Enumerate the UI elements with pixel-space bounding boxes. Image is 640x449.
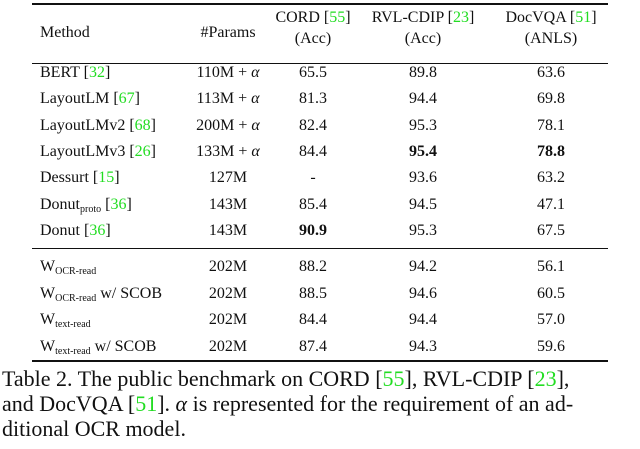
docvqa-cell: 56.1 bbox=[537, 258, 565, 276]
cord-cell: 65.5 bbox=[299, 64, 327, 82]
group-rule bbox=[32, 248, 608, 249]
params-cell: 143M bbox=[208, 195, 248, 213]
header-rule bbox=[32, 63, 608, 64]
table-row: LayoutLM [67] 113M + α 81.3 94.4 69.8 bbox=[32, 86, 608, 112]
header-method: Method bbox=[40, 24, 90, 41]
table-row: Wtext-read 202M 84.4 94.4 57.0 bbox=[32, 307, 608, 334]
group-baselines: BERT [32] 110M + α 65.5 89.8 63.6 LayoutLM [6… bbox=[32, 60, 608, 244]
table-row: LayoutLMv3 [26] 133M + α 84.4 95.4 78.8 bbox=[32, 139, 608, 165]
table-row: BERT [32] 110M + α 65.5 89.8 63.6 bbox=[32, 60, 608, 86]
table-row: Donutproto [36] 143M 85.4 94.5 47.1 bbox=[32, 191, 608, 217]
method-cell: WOCR-read bbox=[40, 258, 97, 278]
cord-cell: 81.3 bbox=[299, 90, 327, 108]
cord-cell: - bbox=[310, 169, 316, 187]
cord-cell: 90.9 bbox=[299, 221, 327, 239]
cord-cell: 87.4 bbox=[299, 337, 327, 355]
method-cell: Wtext-read w/ SCOB bbox=[40, 337, 157, 357]
top-rule bbox=[32, 3, 608, 5]
docvqa-cell: 60.5 bbox=[537, 284, 565, 302]
docvqa-cell: 57.0 bbox=[537, 311, 565, 329]
method-cell: Donutproto [36] bbox=[40, 195, 132, 215]
docvqa-cell: 78.1 bbox=[537, 116, 565, 134]
metric-rvl: (Acc) bbox=[404, 30, 442, 47]
params-cell: 202M bbox=[208, 337, 248, 355]
table-row: WOCR-read w/ SCOB 202M 88.5 94.6 60.5 bbox=[32, 281, 608, 308]
header-cord: CORD [55] bbox=[275, 9, 351, 26]
table-row: Donut [36] 143M 90.9 95.3 67.5 bbox=[32, 218, 608, 244]
table-caption: Table 2. The public benchmark on CORD [5… bbox=[2, 366, 574, 441]
cord-cell: 88.5 bbox=[299, 284, 327, 302]
rvl-cell: 94.5 bbox=[409, 195, 437, 213]
cord-cell: 84.4 bbox=[299, 311, 327, 329]
rvl-cell: 95.4 bbox=[409, 143, 437, 161]
cord-cell: 85.4 bbox=[299, 195, 327, 213]
header-params: #Params bbox=[200, 24, 256, 41]
method-cell: WOCR-read w/ SCOB bbox=[40, 284, 163, 304]
docvqa-cell: 78.8 bbox=[537, 143, 565, 161]
method-cell: LayoutLMv3 [26] bbox=[40, 143, 156, 161]
header-metric-row: (Acc) (Acc) (ANLS) bbox=[32, 30, 608, 60]
params-cell: 200M + α bbox=[196, 116, 260, 134]
method-cell: Dessurt [15] bbox=[40, 169, 120, 187]
docvqa-cell: 69.8 bbox=[537, 90, 565, 108]
params-cell: 133M + α bbox=[196, 143, 260, 161]
cord-cell: 84.4 bbox=[299, 143, 327, 161]
method-cell: LayoutLM [67] bbox=[40, 90, 140, 108]
params-cell: 127M bbox=[208, 169, 248, 187]
cord-cell: 82.4 bbox=[299, 116, 327, 134]
rvl-cell: 94.2 bbox=[409, 258, 437, 276]
docvqa-cell: 67.5 bbox=[537, 221, 565, 239]
table-row: Wtext-read w/ SCOB 202M 87.4 94.3 59.6 bbox=[32, 334, 608, 361]
docvqa-cell: 47.1 bbox=[537, 195, 565, 213]
cord-cell: 88.2 bbox=[299, 258, 327, 276]
method-cell: Wtext-read bbox=[40, 311, 91, 331]
params-cell: 113M + α bbox=[196, 90, 260, 108]
params-cell: 143M bbox=[208, 221, 248, 239]
docvqa-cell: 63.2 bbox=[537, 169, 565, 187]
bottom-rule bbox=[32, 360, 608, 362]
metric-cord: (Acc) bbox=[294, 30, 332, 47]
rvl-cell: 95.3 bbox=[409, 116, 437, 134]
header-rvl: RVL-CDIP [23] bbox=[371, 9, 475, 26]
group-scob: WOCR-read 202M 88.2 94.2 56.1 WOCR-read w/ SC… bbox=[32, 254, 608, 360]
params-cell: 202M bbox=[208, 311, 248, 329]
rvl-cell: 93.6 bbox=[409, 169, 437, 187]
metric-docvqa: (ANLS) bbox=[524, 30, 578, 47]
docvqa-cell: 63.6 bbox=[537, 64, 565, 82]
params-cell: 202M bbox=[208, 284, 248, 302]
method-cell: BERT [32] bbox=[40, 64, 111, 82]
rvl-cell: 94.3 bbox=[409, 337, 437, 355]
benchmark-table: Method #Params CORD [55] RVL-CDIP [23] D… bbox=[32, 6, 608, 360]
params-cell: 202M bbox=[208, 258, 248, 276]
table-row: LayoutLMv2 [68] 200M + α 82.4 95.3 78.1 bbox=[32, 113, 608, 139]
rvl-cell: 94.4 bbox=[409, 311, 437, 329]
docvqa-cell: 59.6 bbox=[537, 337, 565, 355]
table-row: WOCR-read 202M 88.2 94.2 56.1 bbox=[32, 254, 608, 281]
rvl-cell: 94.6 bbox=[409, 284, 437, 302]
rvl-cell: 89.8 bbox=[409, 64, 437, 82]
table-row: Dessurt [15] 127M - 93.6 63.2 bbox=[32, 165, 608, 191]
header-row: Method #Params CORD [55] RVL-CDIP [23] D… bbox=[32, 6, 608, 41]
header-docvqa: DocVQA [51] bbox=[505, 9, 597, 26]
params-cell: 110M + α bbox=[196, 64, 260, 82]
rvl-cell: 95.3 bbox=[409, 221, 437, 239]
method-cell: Donut [36] bbox=[40, 221, 111, 239]
rvl-cell: 94.4 bbox=[409, 90, 437, 108]
method-cell: LayoutLMv2 [68] bbox=[40, 116, 156, 134]
